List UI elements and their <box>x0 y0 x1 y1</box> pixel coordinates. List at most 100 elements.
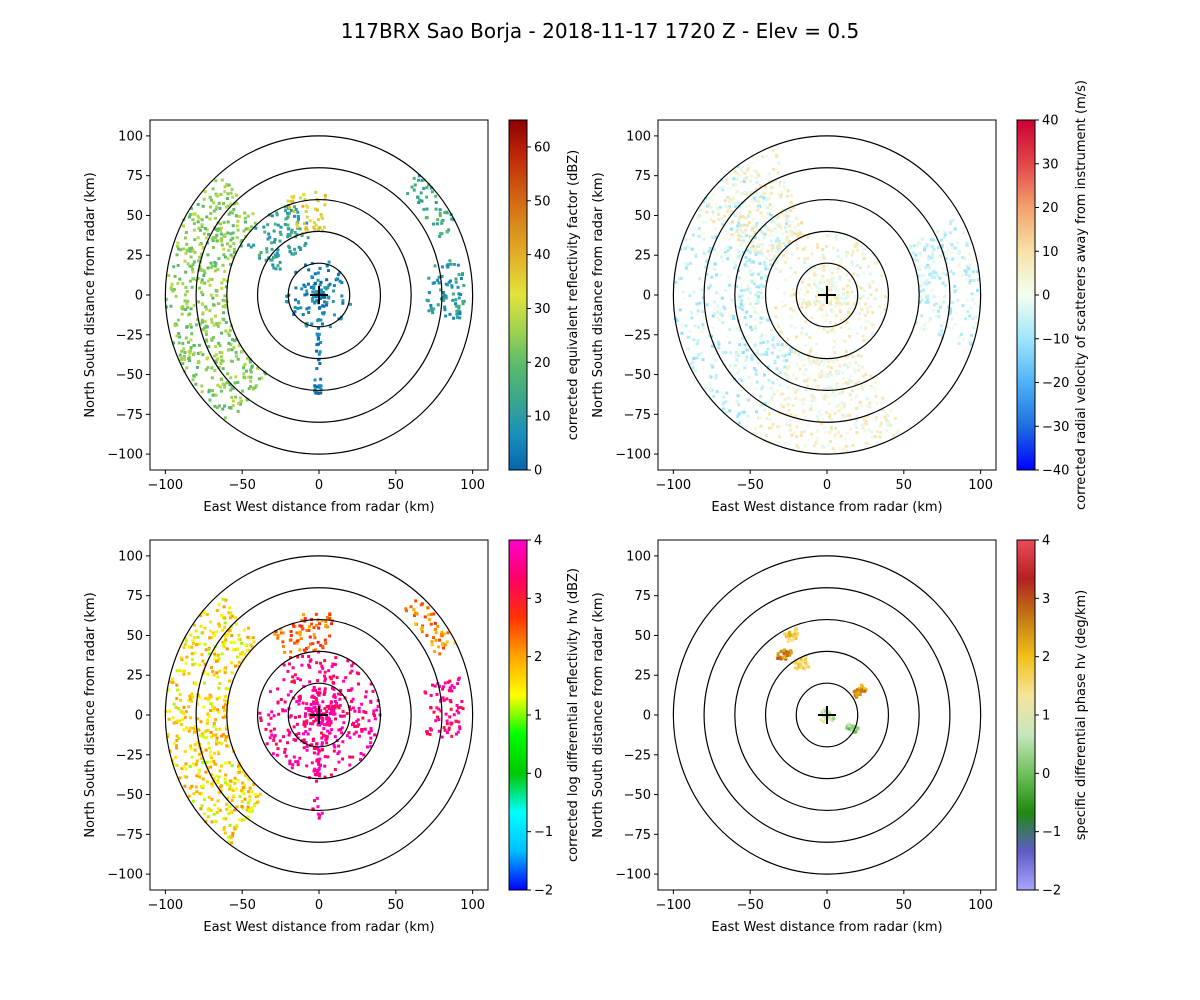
echo-gate <box>787 214 791 218</box>
y-tick-label: −100 <box>615 448 651 463</box>
echo-gate <box>369 727 373 731</box>
echo-gate <box>314 223 318 227</box>
echo-gate <box>853 245 857 249</box>
echo-gate <box>842 317 846 321</box>
echo-gate <box>746 223 750 227</box>
colorbar-tick-label: 30 <box>534 302 551 317</box>
echo-gate <box>223 703 227 707</box>
echo-gate <box>267 232 271 236</box>
y-tick-label: 75 <box>634 169 651 184</box>
echo-gate <box>178 277 182 281</box>
echo-gate <box>751 200 755 204</box>
y-tick-label: 25 <box>126 249 143 264</box>
echo-gate <box>239 641 243 645</box>
echo-gate <box>736 224 740 228</box>
echo-gate <box>728 197 732 201</box>
echo-gate <box>456 730 460 734</box>
echo-gate <box>833 304 837 308</box>
colorbar-tick-label: −2 <box>1042 884 1061 899</box>
echo-gate <box>860 286 864 290</box>
echo-gate <box>212 708 216 712</box>
echo-gate <box>742 378 746 382</box>
echo-gate <box>946 249 950 253</box>
echo-gate <box>248 649 252 653</box>
echo-gate <box>454 280 458 284</box>
echo-gate <box>860 683 864 687</box>
echo-gate <box>414 599 418 603</box>
echo-gate <box>324 623 328 627</box>
echo-gate <box>193 724 197 728</box>
echo-gate <box>181 717 185 721</box>
echo-gate <box>821 255 825 259</box>
echo-gate <box>317 760 321 764</box>
echo-gate <box>176 318 180 322</box>
echo-gate <box>778 224 782 228</box>
echo-gate <box>229 343 233 347</box>
echo-gate <box>860 365 864 369</box>
echo-gate <box>755 158 759 162</box>
echo-gate <box>962 231 966 235</box>
echo-gate <box>293 305 297 309</box>
echo-gate <box>225 807 229 811</box>
echo-gate <box>684 238 688 242</box>
echo-gate <box>272 727 276 731</box>
echo-gate <box>803 445 807 449</box>
echo-gate <box>949 219 953 223</box>
echo-gate <box>320 290 324 294</box>
echo-gate <box>225 744 229 748</box>
echo-gate <box>288 205 292 209</box>
echo-gate <box>751 227 755 231</box>
echo-gate <box>321 666 325 670</box>
echo-gate <box>728 212 732 216</box>
echo-gate <box>203 190 207 194</box>
echo-gate <box>316 278 320 282</box>
echo-gate <box>776 325 780 329</box>
echo-gate <box>445 230 449 234</box>
echo-gate <box>856 248 860 252</box>
echo-gate <box>259 251 263 255</box>
echo-gate <box>310 275 314 279</box>
echo-gate <box>309 702 313 706</box>
echo-gate <box>851 354 855 358</box>
echo-gate <box>202 273 206 277</box>
echo-gate <box>439 288 443 292</box>
echo-gate <box>736 327 740 331</box>
echo-gate <box>935 314 939 318</box>
echo-gate <box>185 655 189 659</box>
echo-gate <box>689 311 693 315</box>
echo-gate <box>764 199 768 203</box>
echo-gate <box>315 343 319 347</box>
echo-gate <box>776 371 780 375</box>
echo-gate <box>301 627 305 631</box>
echo-gate <box>864 420 868 424</box>
echo-gate <box>761 226 765 230</box>
echo-gate <box>444 314 448 318</box>
echo-gate <box>337 728 341 732</box>
echo-gate <box>736 229 740 233</box>
echo-gate <box>810 316 814 320</box>
echo-gate <box>820 373 824 377</box>
echo-gate <box>783 303 787 307</box>
echo-gate <box>701 358 705 362</box>
echo-gate <box>265 742 269 746</box>
echo-gate <box>875 260 879 264</box>
echo-gate <box>795 666 799 670</box>
echo-gate <box>729 227 733 231</box>
range-ring-20km <box>795 262 859 328</box>
echo-gate <box>915 243 919 247</box>
echo-gate <box>971 258 975 262</box>
echo-gate <box>767 228 771 232</box>
echo-gate <box>212 673 216 677</box>
echo-gate <box>760 247 764 251</box>
echo-gate <box>961 256 965 260</box>
echo-gate <box>753 326 757 330</box>
echo-gate <box>743 343 747 347</box>
echo-gate <box>792 299 796 303</box>
echo-gate <box>318 283 322 287</box>
echo-gate <box>313 227 317 231</box>
echo-gate <box>824 717 828 721</box>
echo-gate <box>220 734 224 738</box>
echo-gate <box>292 252 296 256</box>
echo-gate <box>192 636 196 640</box>
echo-gate <box>225 242 229 246</box>
